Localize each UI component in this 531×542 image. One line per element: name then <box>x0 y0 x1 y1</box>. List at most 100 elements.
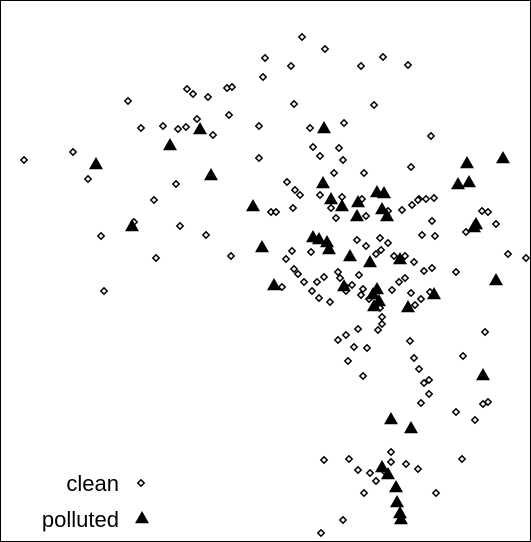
clean-point-30 <box>171 179 181 189</box>
polluted-point-13 <box>322 242 336 255</box>
clean-point-72 <box>287 246 297 256</box>
clean-point-149 <box>401 459 411 469</box>
clean-point-126 <box>405 336 415 346</box>
clean-point-73 <box>289 264 299 274</box>
clean-point-24 <box>305 123 315 133</box>
clean-point-107 <box>358 284 368 294</box>
polluted-point-10 <box>316 176 330 189</box>
clean-point-111 <box>377 312 387 322</box>
clean-point-15 <box>369 100 379 110</box>
clean-point-71 <box>281 254 291 264</box>
polluted-point-5 <box>246 199 260 212</box>
clean-point-100 <box>307 286 317 296</box>
clean-point-43 <box>315 190 325 200</box>
clean-point-91 <box>451 267 461 277</box>
clean-point-76 <box>319 272 329 282</box>
clean-point-140 <box>458 351 468 361</box>
clean-point-32 <box>308 142 318 152</box>
legend: clean polluted <box>42 471 149 532</box>
clean-point-48 <box>429 193 439 203</box>
clean-point-9 <box>188 89 198 99</box>
polluted-point-37 <box>404 421 418 434</box>
clean-point-1 <box>320 44 330 54</box>
clean-point-102 <box>325 297 335 307</box>
clean-point-134 <box>416 398 426 408</box>
polluted-point-29 <box>381 467 395 480</box>
clean-point-3 <box>286 61 296 71</box>
clean-point-21 <box>181 122 191 132</box>
clean-point-68 <box>430 231 440 241</box>
clean-point-67 <box>417 230 427 240</box>
clean-point-136 <box>470 415 480 425</box>
clean-point-77 <box>333 267 343 277</box>
polluted-point-25 <box>372 294 386 307</box>
clean-point-96 <box>99 286 109 296</box>
clean-point-14 <box>289 99 299 109</box>
clean-point-41 <box>359 168 369 178</box>
points-layer <box>19 32 531 538</box>
clean-point-49 <box>477 206 487 216</box>
clean-point-147 <box>386 457 396 467</box>
clean-point-123 <box>362 343 372 353</box>
clean-point-114 <box>400 273 410 283</box>
clean-point-81 <box>352 235 362 245</box>
polluted-point-45 <box>489 273 503 286</box>
clean-point-95 <box>521 253 531 263</box>
clean-point-121 <box>349 342 359 352</box>
clean-point-6 <box>378 52 388 62</box>
polluted-point-7 <box>267 278 281 291</box>
polluted-point-1 <box>125 219 139 232</box>
clean-point-74 <box>306 247 316 257</box>
clean-point-89 <box>419 266 429 276</box>
clean-point-125 <box>377 319 387 329</box>
clean-point-97 <box>277 282 287 292</box>
clean-point-28 <box>68 147 78 157</box>
polluted-point-35 <box>394 512 408 525</box>
clean-point-135 <box>451 407 461 417</box>
clean-point-153 <box>359 488 369 498</box>
polluted-point-36 <box>401 300 415 313</box>
legend-diamond-marker <box>136 478 146 488</box>
clean-point-65 <box>413 195 423 205</box>
polluted-point-20 <box>363 255 377 268</box>
clean-point-47 <box>421 194 431 204</box>
clean-point-29 <box>83 174 93 184</box>
clean-point-150 <box>413 464 423 474</box>
polluted-point-32 <box>390 495 404 508</box>
clean-point-26 <box>426 131 436 141</box>
clean-point-75 <box>312 277 322 287</box>
clean-point-2 <box>260 53 270 63</box>
clean-point-83 <box>371 249 381 259</box>
clean-point-80 <box>375 233 385 243</box>
polluted-point-26 <box>375 202 389 215</box>
clean-point-56 <box>271 207 281 217</box>
polluted-point-39 <box>451 177 465 190</box>
clean-point-5 <box>356 61 366 71</box>
polluted-point-31 <box>389 480 403 493</box>
clean-point-98 <box>293 269 303 279</box>
clean-point-61 <box>361 211 371 221</box>
clean-point-39 <box>290 185 300 195</box>
clean-point-51 <box>96 231 106 241</box>
clean-point-154 <box>338 515 348 525</box>
clean-point-19 <box>158 121 168 131</box>
clean-point-129 <box>358 371 368 381</box>
clean-point-99 <box>299 277 309 287</box>
clean-point-34 <box>334 143 344 153</box>
clean-point-105 <box>354 270 364 280</box>
legend-marker-clean <box>136 478 146 488</box>
clean-point-133 <box>424 389 434 399</box>
polluted-point-30 <box>384 412 398 425</box>
clean-point-143 <box>353 465 363 475</box>
clean-point-85 <box>383 238 393 248</box>
polluted-point-41 <box>462 175 476 188</box>
clean-point-115 <box>406 288 416 298</box>
polluted-point-34 <box>393 506 407 519</box>
clean-point-64 <box>407 200 417 210</box>
clean-point-104 <box>347 280 357 290</box>
clean-point-0 <box>297 32 307 42</box>
clean-point-106 <box>356 290 366 300</box>
clean-point-37 <box>149 195 159 205</box>
clean-point-90 <box>427 263 437 273</box>
